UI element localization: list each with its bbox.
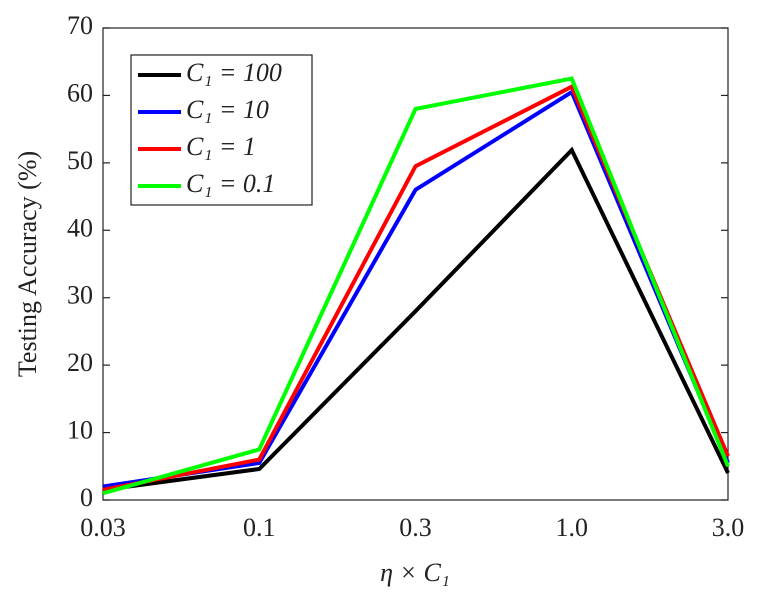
- y-tick-label: 10: [67, 416, 93, 445]
- y-tick-label: 50: [67, 146, 93, 175]
- plot-frame: [102, 27, 729, 501]
- y-axis-label: Testing Accuracy (%): [13, 151, 42, 377]
- x-tick-label: 0.03: [80, 513, 126, 542]
- y-tick-label: 60: [67, 78, 93, 107]
- legend-label: C₁ = 1: [186, 132, 256, 161]
- y-tick-label: 70: [67, 11, 93, 40]
- x-tick-label: 0.3: [399, 513, 432, 542]
- x-tick-label: 0.1: [243, 513, 276, 542]
- x-tick-label: 1.0: [556, 513, 589, 542]
- legend-box: [130, 54, 313, 206]
- legend-label: C₁ = 10: [186, 95, 269, 124]
- series-line: [102, 146, 730, 492]
- legend-label: C₁ = 100: [186, 58, 282, 87]
- series-line: [102, 76, 730, 496]
- x-tick-label: 3.0: [712, 513, 745, 542]
- legend-label: C₁ = 0.1: [186, 169, 275, 198]
- y-tick-label: 30: [67, 281, 93, 310]
- y-tick-label: 0: [80, 483, 93, 512]
- y-tick-label: 40: [67, 213, 93, 242]
- y-tick-label: 20: [67, 348, 93, 377]
- x-axis-label: η × C₁: [380, 558, 450, 587]
